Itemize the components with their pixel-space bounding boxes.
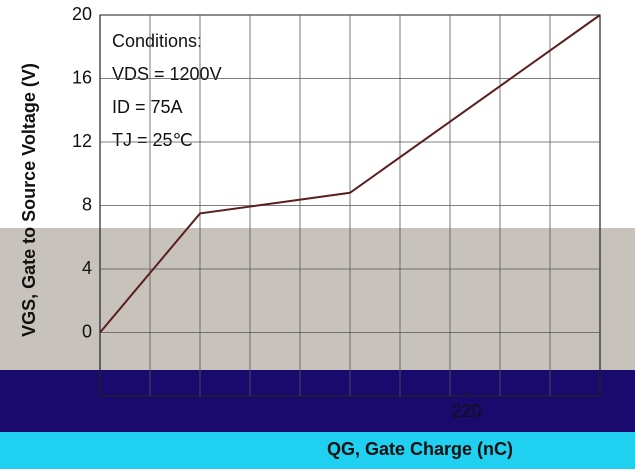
y-tick-label: 4 [82, 258, 92, 278]
navy-band [0, 370, 635, 432]
annotation: ID = 75A [112, 97, 183, 117]
y-axis-label: VGS, Gate to Source Voltage (V) [19, 63, 39, 337]
annotation-box: Conditions: VDS = 1200V ID = 75A TJ = 25℃ [106, 24, 236, 158]
x-axis-label: QG, Gate Charge (nC) [327, 439, 513, 459]
y-tick-label: 0 [82, 321, 92, 341]
cyan-band [0, 432, 635, 469]
x-tick-label: 220 [452, 401, 482, 421]
annotation: VDS = 1200V [112, 64, 222, 84]
shaded-band [0, 228, 635, 370]
chart: VGS, Gate to Source Voltage (V) QG, Gate… [0, 0, 635, 469]
y-tick-label: 16 [72, 67, 92, 87]
y-tick-label: 20 [72, 4, 92, 24]
y-tick-label: 8 [82, 194, 92, 214]
annotation: TJ = 25℃ [112, 130, 193, 150]
annotation: Conditions: [112, 31, 202, 51]
y-tick-label: 12 [72, 131, 92, 151]
